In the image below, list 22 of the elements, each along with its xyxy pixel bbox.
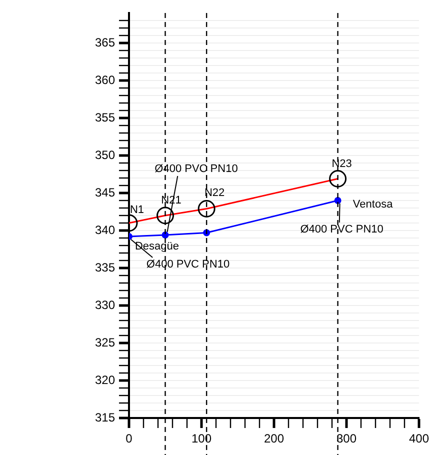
y-tick-label: 325 <box>94 335 116 350</box>
x-tick-label: 0 <box>126 432 133 446</box>
annotation: Ø400 PVC PN10 <box>146 258 230 271</box>
annotation: N1 <box>130 204 144 216</box>
annotation: N23 <box>332 158 352 170</box>
annotation: Ø400 PVC PN10 <box>300 224 384 236</box>
y-tick-label: 335 <box>94 260 116 274</box>
y-tick-label: 330 <box>94 298 116 312</box>
y-tick-label: 320 <box>94 372 116 387</box>
y-tick-label: 350 <box>94 148 116 162</box>
x-tick-label: 200 <box>264 432 284 446</box>
y-tick-label: 315 <box>94 410 116 424</box>
y-tick-label: 340 <box>94 222 116 237</box>
y-tick-label: 360 <box>94 72 116 87</box>
annotation: Ø400 PVC PN10 <box>154 163 238 176</box>
y-tick-label: 355 <box>94 110 116 124</box>
y-tick-label: 345 <box>94 185 116 200</box>
annotation: N22 <box>204 186 225 199</box>
x-tick-label: 300 <box>336 432 357 446</box>
x-tick-label: 400 <box>408 432 430 446</box>
y-tick-label: 365 <box>94 35 116 50</box>
annotation: Ventosa <box>352 198 394 211</box>
